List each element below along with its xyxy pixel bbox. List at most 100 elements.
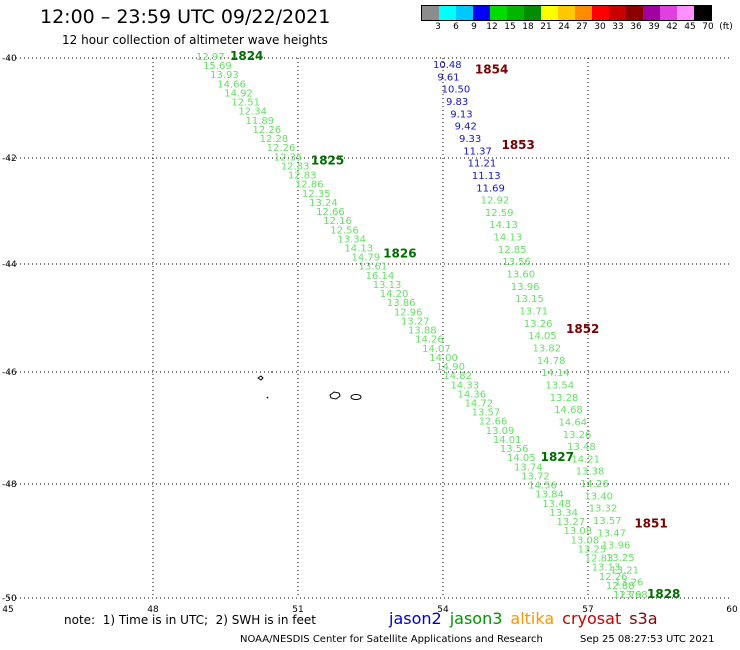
latitude-label: -46 [2, 368, 17, 378]
wave-height-value: 9.83 [446, 97, 468, 108]
latitude-label: -48 [2, 480, 17, 490]
wave-height-value: 11.13 [472, 171, 501, 182]
wave-height-value: 11.21 [468, 159, 497, 170]
wave-height-value: 13.34 [549, 508, 578, 519]
wave-height-value: 13.47 [597, 528, 626, 539]
wave-height-value: 12.51 [231, 98, 260, 109]
legend-tick-label: 27 [576, 22, 588, 32]
legend-tick-label: 24 [558, 22, 570, 32]
wave-height-value: 13.09 [486, 426, 515, 437]
longitude-label: 45 [2, 605, 13, 615]
orbit-number-label: 1826 [383, 247, 416, 261]
wave-height-value: 13.48 [542, 499, 571, 510]
orbit-number-label: 1851 [634, 517, 667, 531]
wave-height-value: 13.96 [602, 541, 631, 552]
generated-timestamp: Sep 25 08:27:53 UTC 2021 [580, 634, 715, 645]
orbit-number-label: 1854 [475, 62, 508, 76]
legend-tick-label: 9 [471, 22, 477, 32]
wave-height-value: 13.74 [514, 462, 543, 473]
wave-height-value: 13.27 [556, 517, 585, 528]
credit-line: NOAA/NESDIS Center for Satellite Applica… [240, 634, 543, 645]
wave-height-value: 12.97 [196, 52, 225, 63]
wave-height-value: 13.08 [564, 526, 593, 537]
legend-swatch [660, 6, 677, 20]
wave-height-value: 13.82 [532, 343, 561, 354]
footnote: note: 1) Time is in UTC; 2) SWH is in fe… [64, 613, 316, 627]
orbit-number-label: 1853 [501, 138, 534, 152]
wave-height-value: 14.68 [554, 405, 583, 416]
wave-height-value: 12.28 [260, 134, 289, 145]
wave-height-value: 14.90 [436, 362, 465, 373]
satellite-key: jason2 jason3 altika cryosat s3a [389, 609, 666, 628]
wave-height-value: 13.38 [576, 467, 605, 478]
wave-height-value: 13.60 [507, 270, 536, 281]
legend-swatch [609, 6, 626, 20]
legend-tick-label: 6 [453, 22, 459, 32]
satellite-name: cryosat [562, 609, 622, 628]
wave-height-value: 14.72 [465, 399, 494, 410]
legend-swatch [592, 6, 609, 20]
wave-height-value: 13.32 [589, 504, 618, 515]
satellite-name: s3a [629, 609, 658, 628]
wave-height-value: 13.13 [592, 563, 621, 574]
wave-height-value: 12.88 [606, 581, 635, 592]
wave-height-value: 9.42 [455, 122, 477, 133]
wave-height-value: 13.72 [521, 471, 550, 482]
wave-height-value: 10.50 [442, 85, 471, 96]
legend-swatch [473, 6, 490, 20]
legend-tick-label: 15 [504, 22, 516, 32]
wave-height-value: 14.13 [344, 243, 373, 254]
wave-height-value: 13.08 [571, 535, 600, 546]
wave-height-value: 12.35 [302, 189, 331, 200]
wave-height-value: 12.26 [599, 572, 628, 583]
wave-height-value: 13.84 [535, 490, 564, 501]
wave-height-value: 13.26 [563, 430, 592, 441]
altimeter-track-a: 12.9715.6913.9314.6614.9212.5112.3411.89… [196, 49, 680, 601]
wave-height-value: 10.48 [433, 60, 462, 71]
wave-height-value: 12.83 [585, 554, 614, 565]
wave-height-value: 13.25 [578, 544, 607, 555]
wave-height-value: 12.26 [253, 125, 282, 136]
chart-subtitle: 12 hour collection of altimeter wave hei… [62, 33, 328, 47]
wave-height-value: 12.83 [281, 161, 310, 172]
legend-swatch [558, 6, 575, 20]
legend-swatch [541, 6, 558, 20]
wave-height-value: 13.34 [337, 234, 366, 245]
legend-swatch [456, 6, 473, 20]
legend-tick-label: 21 [540, 22, 552, 32]
wave-height-value: 14.78 [537, 356, 566, 367]
wave-height-value: 13.27 [401, 316, 430, 327]
wave-height-value: 14.26 [415, 335, 444, 346]
wave-height-value: 12.66 [479, 417, 508, 428]
legend-tick-label: (ft) [719, 22, 733, 32]
orbit-number-label: 1825 [311, 153, 344, 167]
legend-tick-label: 70 [702, 22, 714, 32]
wave-height-value: 13.26 [524, 319, 553, 330]
longitude-label: 51 [292, 605, 303, 615]
wave-height-value: 13.54 [545, 380, 574, 391]
wave-height-value: 9.13 [450, 109, 472, 120]
wave-height-value: 12.86 [295, 180, 324, 191]
chart-title: 12:00 – 23:59 UTC 09/22/2021 [40, 6, 331, 28]
island-outline [350, 394, 362, 400]
wave-height-value: 12.56 [330, 225, 359, 236]
wave-height-value: 12.83 [288, 171, 317, 182]
wave-height-value: 14.00 [429, 353, 458, 364]
map-grid [8, 57, 732, 599]
wave-height-value: 13.61 [359, 262, 388, 273]
legend-swatch [677, 6, 694, 20]
wave-height-value: 13.57 [593, 516, 622, 527]
wave-height-value: 13.21 [610, 565, 639, 576]
wave-height-value: 9.61 [437, 72, 459, 83]
orbit-number-label: 1828 [647, 587, 680, 601]
legend-tick-label: 42 [666, 22, 678, 32]
wave-height-value: 11.69 [476, 183, 505, 194]
legend-swatch [694, 6, 711, 20]
wave-height-value: 14.26 [580, 479, 609, 490]
wave-height-value: 13.28 [550, 393, 579, 404]
wave-height-value: 11.89 [245, 116, 274, 127]
satellite-name: altika [510, 609, 555, 628]
